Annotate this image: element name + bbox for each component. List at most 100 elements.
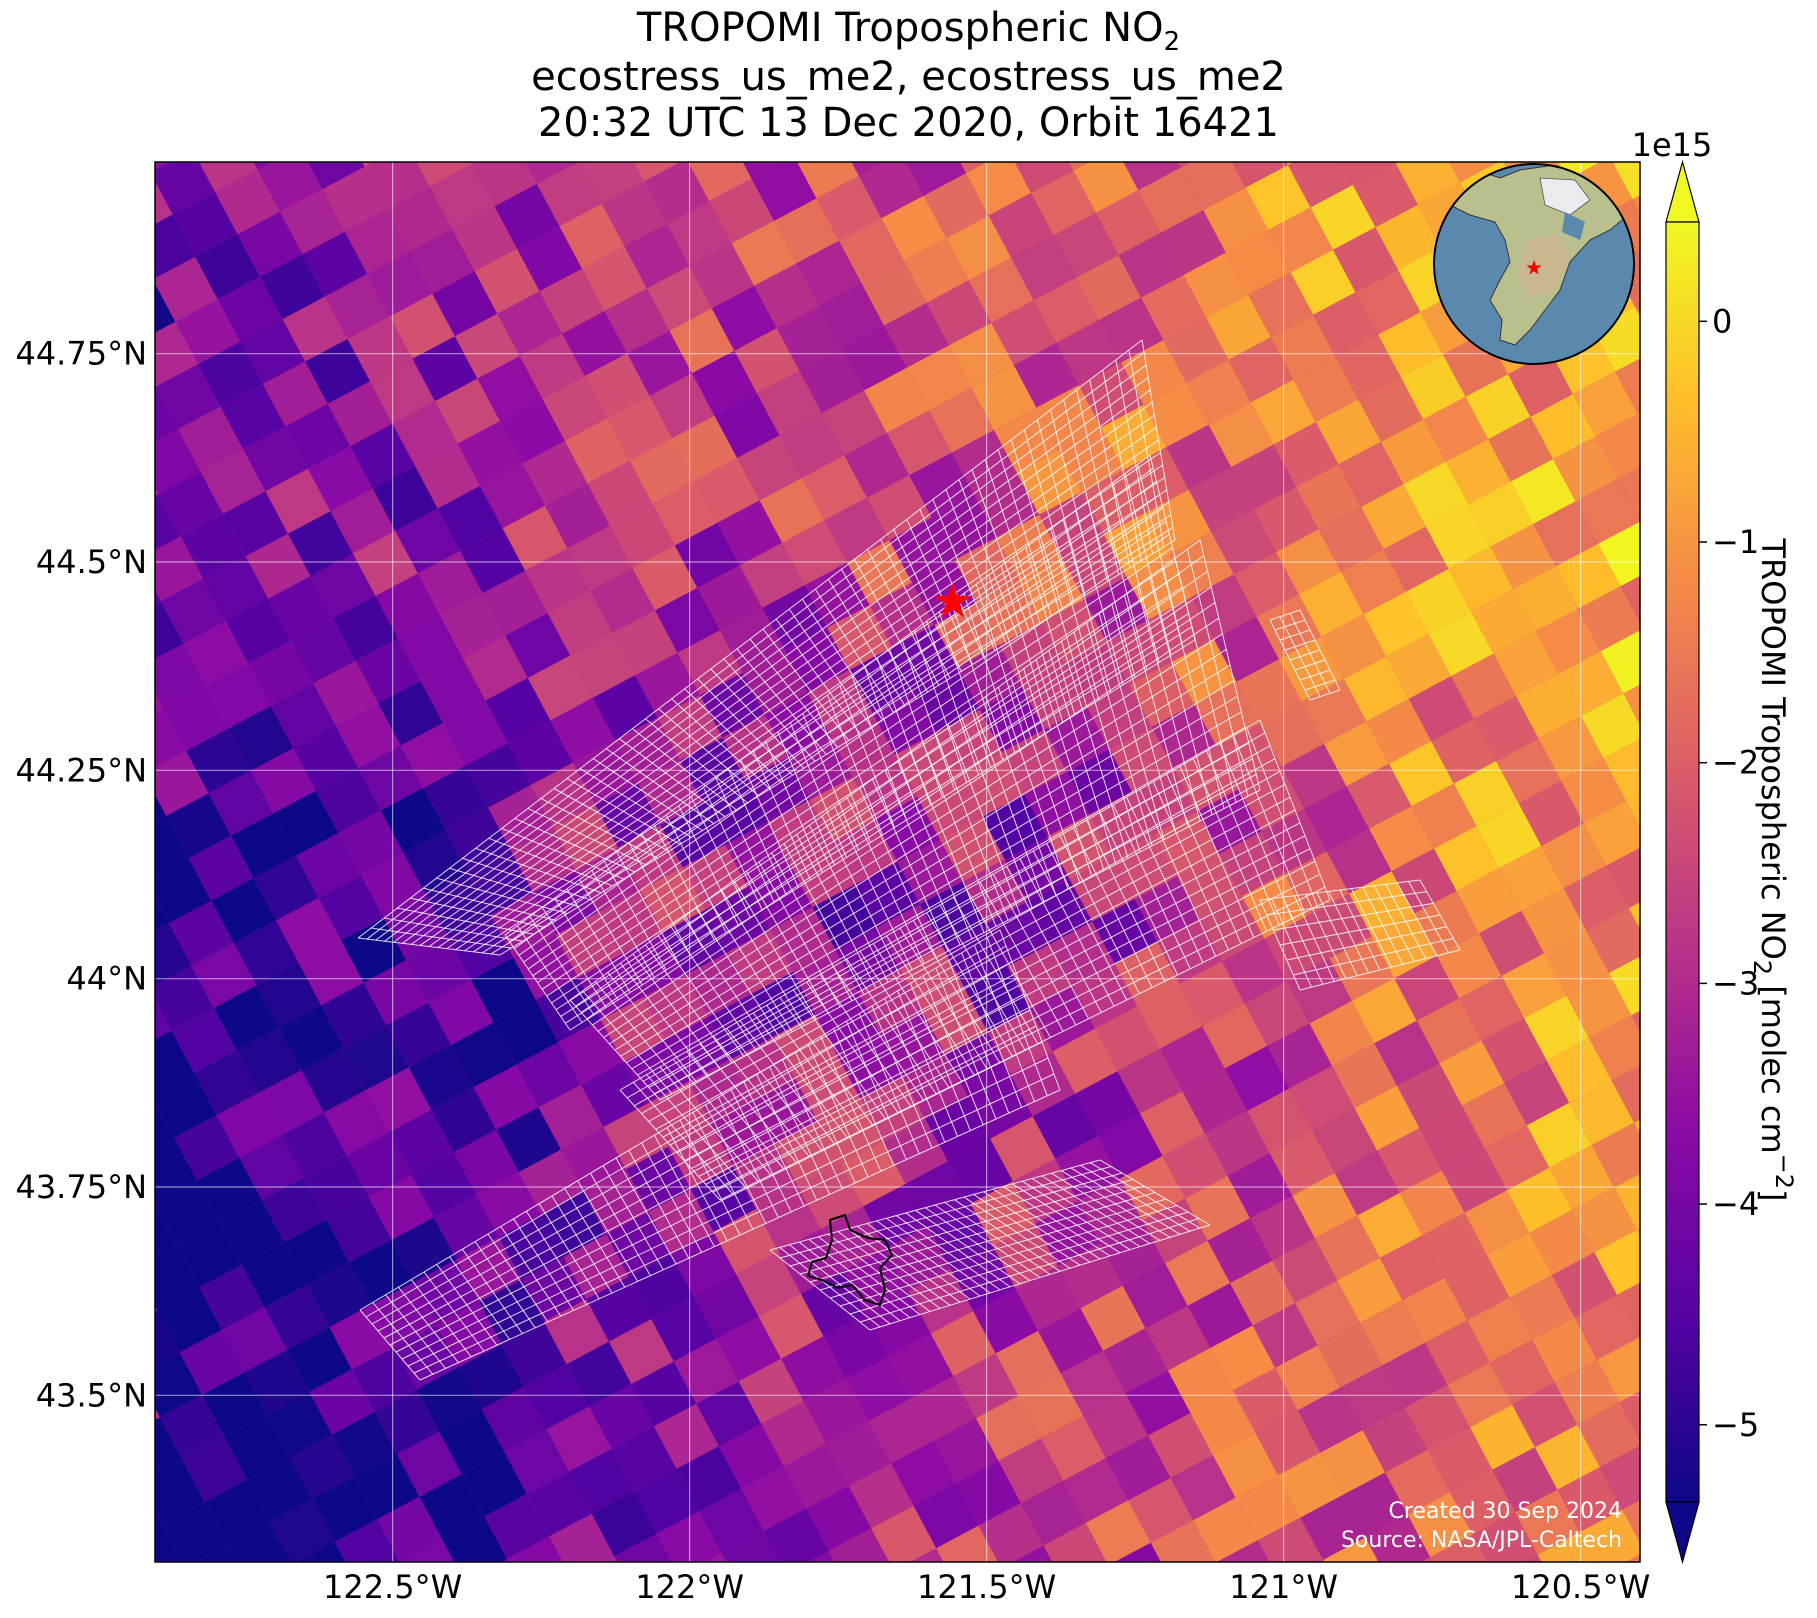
no2-pixel	[1513, 566, 1579, 632]
no2-pixel	[170, 85, 235, 150]
no2-pixel	[991, 300, 1057, 366]
no2-pixel	[750, 972, 816, 1037]
no2-pixel	[471, 957, 536, 1023]
no2-pixel	[1515, 1489, 1580, 1555]
no2-pixel	[461, 1451, 527, 1517]
no2-pixel	[549, 1513, 615, 1562]
no2-pixel	[1380, 419, 1446, 485]
no2-pixel	[408, 1045, 474, 1110]
lat-tick-label: 44.75°N	[15, 335, 147, 373]
no2-pixel	[634, 162, 681, 182]
no2-pixel	[460, 528, 526, 594]
no2-pixel	[250, 1564, 315, 1618]
no2-pixel	[334, 1519, 400, 1562]
no2-pixel	[1163, 317, 1229, 383]
no2-pixel	[200, 448, 266, 514]
no2-pixel	[162, 1502, 228, 1562]
no2-pixel	[603, 1104, 669, 1170]
no2-pixel	[994, 407, 1059, 473]
region-outline	[806, 1213, 894, 1307]
no2-pixel	[1546, 1037, 1612, 1103]
no2-pixel	[744, 1573, 809, 1618]
no2-pixel	[465, 742, 531, 808]
no2-pixel	[171, 1008, 237, 1073]
lon-tick-label: 121.5°W	[917, 1568, 1056, 1606]
no2-pixel	[505, 613, 571, 678]
no2-pixel	[1320, 1430, 1386, 1495]
no2-pixel	[428, 980, 494, 1045]
no2-pixel	[1414, 890, 1480, 956]
no2-pixel	[761, 1401, 827, 1467]
no2-pixel	[1185, 1175, 1250, 1241]
no2-pixel	[244, 1349, 310, 1415]
no2-pixel	[1289, 1065, 1355, 1131]
no2-pixel	[1340, 162, 1396, 185]
no2-pixel	[1464, 1190, 1530, 1256]
no2-pixel	[302, 231, 368, 297]
no2-pixel	[1572, 371, 1638, 437]
no2-pixel	[584, 353, 650, 419]
no2-pixel	[798, 1164, 864, 1229]
colorbar-ticks: 0 −1 −2 −3 −4 −5	[1699, 302, 1759, 1444]
no2-pixel	[262, 361, 328, 427]
no2-pixel	[366, 1067, 432, 1133]
no2-pixel	[587, 460, 653, 526]
no2-pixel	[1032, 1093, 1098, 1159]
no2-pixel	[1117, 1048, 1183, 1114]
no2-pixel	[155, 1030, 195, 1094]
no2-pixel	[219, 1200, 285, 1265]
no2-pixel	[1036, 385, 1102, 450]
no2-pixel	[1614, 1173, 1640, 1230]
no2-pixel	[1357, 1193, 1423, 1258]
no2-pixel	[1114, 941, 1180, 1007]
no2-pixel	[437, 485, 503, 551]
no2-pixel	[1453, 761, 1519, 826]
no2-pixel	[1537, 1532, 1596, 1562]
no2-pixel	[1424, 1320, 1490, 1385]
no2-pixel	[423, 765, 489, 831]
no2-pixel	[364, 162, 430, 210]
lon-tick-label: 122.5°W	[323, 1568, 462, 1606]
no2-pixel	[233, 920, 299, 986]
no2-pixel	[905, 162, 967, 196]
no2-pixel	[1122, 1263, 1188, 1329]
no2-pixel	[100, 1590, 165, 1618]
colorbar-tick-label: −2	[1712, 744, 1759, 782]
no2-pixel	[1484, 1125, 1550, 1191]
no2-pixel	[1338, 441, 1404, 507]
no2-pixel	[169, 900, 234, 966]
no2-pixel	[155, 256, 218, 322]
no2-pixel	[1165, 1240, 1231, 1306]
no2-pixel	[589, 1384, 654, 1449]
no2-pixel	[612, 610, 678, 676]
no2-pixel	[287, 1327, 352, 1393]
globe-land	[1439, 164, 1634, 346]
no2-pixel	[971, 365, 1037, 431]
no2-pixel	[375, 573, 441, 639]
no2-pixel	[925, 1096, 991, 1162]
no2-pixel	[296, 1541, 346, 1562]
no2-pixel	[1507, 1167, 1572, 1233]
no2-pixel	[1554, 1359, 1620, 1425]
no2-pixel	[986, 86, 1051, 151]
no2-pixel	[1382, 1342, 1448, 1408]
no2-pixel	[155, 1072, 217, 1138]
no2-pixel	[155, 1101, 175, 1149]
no2-pixel	[1300, 1495, 1366, 1560]
no2-pixel	[1504, 1060, 1570, 1126]
no2-pixel	[688, 1059, 754, 1125]
lat-tick-label: 43.5°N	[36, 1376, 147, 1414]
no2-pixel	[459, 1344, 525, 1410]
no2-pixel	[195, 234, 261, 300]
no2-pixel	[826, 1421, 892, 1486]
no2-pixel	[1431, 718, 1497, 784]
no2-pixel	[166, 793, 232, 859]
no2-pixel	[1365, 1514, 1431, 1562]
no2-pixel	[222, 1307, 287, 1373]
no2-pixel	[827, 605, 893, 670]
no2-pixel	[909, 452, 975, 518]
no2-pixel	[1326, 828, 1392, 894]
no2-pixel	[1057, 1243, 1123, 1309]
no2-pixel	[1561, 758, 1626, 824]
no2-pixel	[557, 96, 622, 161]
